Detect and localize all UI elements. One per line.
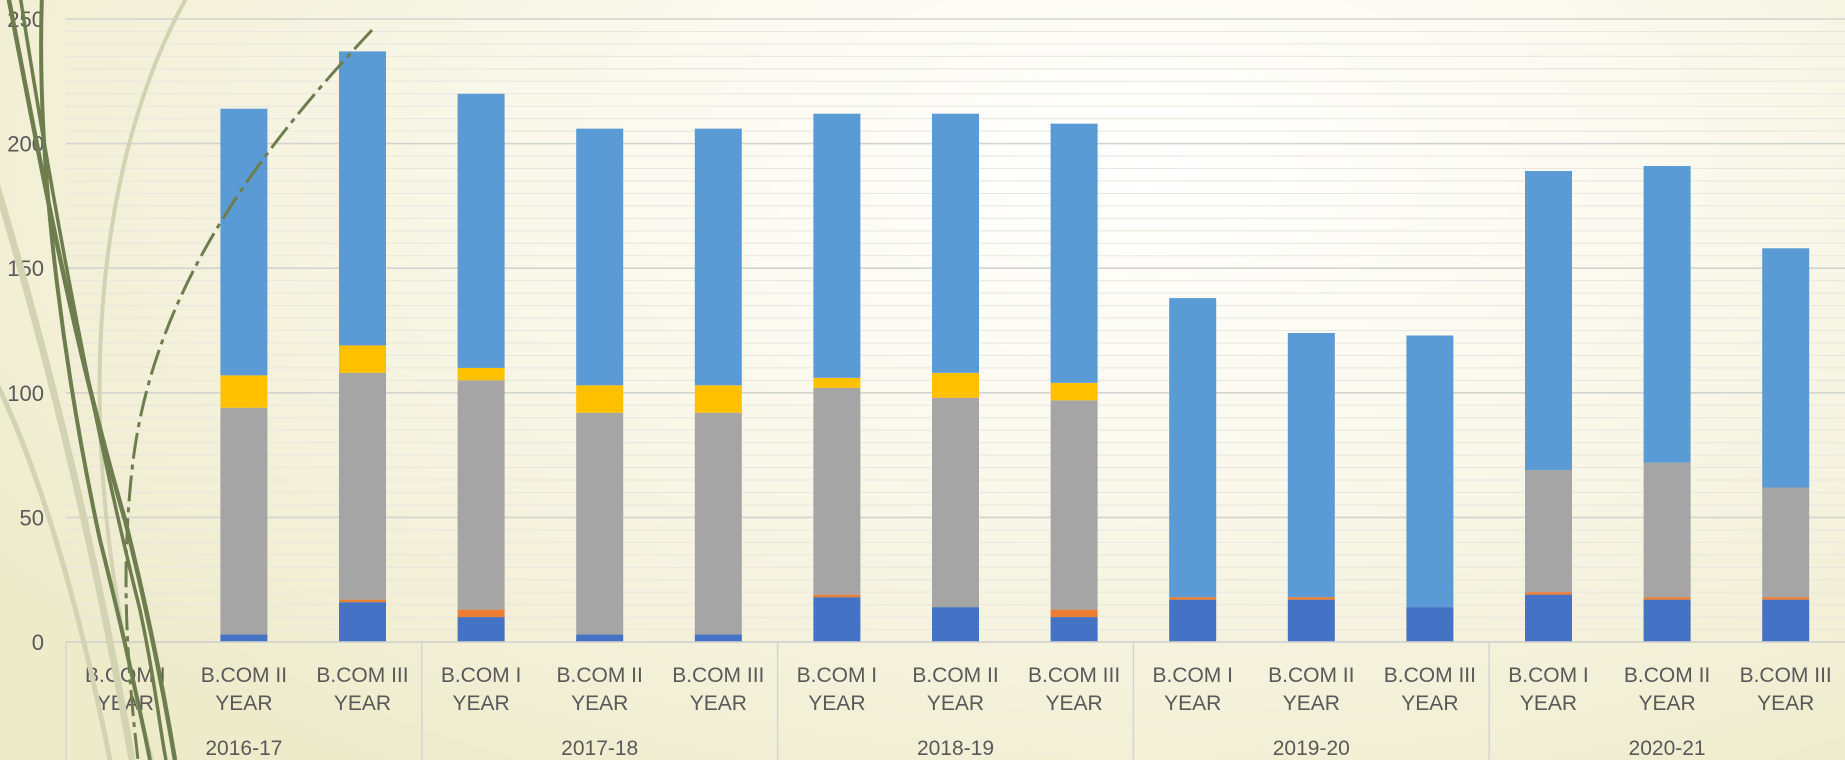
bar-segment-12-2	[1525, 470, 1572, 593]
y-tick-label: 100	[7, 381, 44, 406]
category-label: YEAR	[334, 692, 391, 715]
bar-segment-12-4	[1525, 171, 1572, 471]
bar-segment-13-2	[1643, 462, 1691, 598]
category-label: YEAR	[1639, 692, 1696, 715]
bar-segment-4-0	[576, 634, 624, 642]
bar-segment-7-3	[932, 372, 979, 398]
x-axis: B.COM I YEAR B.COM II YEAR B.COM III YEAR B.CO…	[65, 641, 1845, 760]
bar-segment-8-0	[1050, 617, 1098, 642]
bar-segment-14-4	[1762, 248, 1810, 488]
category-label: B.COM III	[1028, 664, 1120, 687]
bar-segment-9-0	[1169, 599, 1217, 642]
category-label: YEAR	[927, 692, 984, 715]
bar-segment-8-2	[1050, 400, 1098, 610]
bar-segment-13-1	[1643, 597, 1691, 600]
bar-segment-6-1	[813, 594, 861, 598]
bar-segment-10-0	[1287, 599, 1335, 642]
bar-segment-5-4	[694, 128, 742, 386]
group-label: 2018-19	[917, 737, 994, 760]
bar-segment-3-0	[457, 617, 505, 642]
y-tick-label: 0	[32, 630, 44, 655]
y-tick-label: 50	[20, 505, 44, 530]
bar-segment-2-4	[339, 51, 386, 346]
bar-segment-3-4	[457, 93, 505, 368]
bars	[220, 51, 1810, 642]
category-label: YEAR	[1520, 692, 1577, 715]
category-label: B.COM III	[316, 664, 408, 687]
bar-segment-11-0	[1406, 607, 1454, 642]
category-label: B.COM I	[1508, 664, 1589, 687]
category-label: YEAR	[453, 692, 510, 715]
category-label: YEAR	[1164, 692, 1221, 715]
category-label: B.COM I	[85, 664, 166, 687]
bar-segment-9-1	[1169, 597, 1217, 600]
bar-segment-6-4	[813, 113, 861, 378]
category-label: YEAR	[1401, 692, 1458, 715]
bar-segment-1-4	[220, 108, 268, 376]
bar-segment-7-0	[932, 607, 979, 642]
bar-segment-2-2	[339, 372, 386, 600]
group-label: 2020-21	[1629, 737, 1706, 760]
category-label: B.COM I	[1152, 664, 1233, 687]
bar-segment-3-1	[457, 609, 505, 618]
bar-segment-2-3	[339, 345, 386, 373]
bar-segment-14-0	[1762, 599, 1810, 642]
bar-segment-12-0	[1525, 594, 1572, 642]
decorative-swirl-lines	[0, 0, 374, 760]
category-label: B.COM II	[201, 664, 287, 687]
category-label: YEAR	[1283, 692, 1340, 715]
bar-segment-7-2	[932, 397, 979, 608]
bar-segment-8-3	[1050, 382, 1098, 401]
bar-segment-3-3	[457, 367, 505, 381]
bar-segment-8-4	[1050, 123, 1098, 383]
category-label: B.COM II	[1268, 664, 1354, 687]
bar-segment-13-4	[1643, 166, 1691, 463]
category-label: YEAR	[1046, 692, 1103, 715]
bar-segment-11-4	[1406, 335, 1454, 608]
bar-segment-9-4	[1169, 298, 1217, 598]
category-label: YEAR	[215, 692, 272, 715]
category-label: YEAR	[571, 692, 628, 715]
category-label: B.COM II	[912, 664, 998, 687]
bar-segment-4-2	[576, 412, 624, 635]
bar-segment-1-0	[220, 634, 268, 642]
bar-segment-1-2	[220, 407, 268, 635]
category-label: B.COM III	[672, 664, 764, 687]
bar-segment-1-3	[220, 375, 268, 408]
bar-segment-4-3	[576, 385, 624, 413]
bar-segment-14-2	[1762, 487, 1810, 598]
category-label: YEAR	[690, 692, 747, 715]
bar-segment-8-1	[1050, 609, 1098, 618]
category-label: B.COM III	[1384, 664, 1476, 687]
bar-segment-13-0	[1643, 599, 1691, 642]
bar-segment-5-2	[694, 412, 742, 635]
category-label: YEAR	[808, 692, 865, 715]
bar-segment-2-1	[339, 599, 386, 603]
bar-segment-3-2	[457, 380, 505, 610]
category-label: YEAR	[1757, 692, 1814, 715]
bar-segment-6-0	[813, 597, 861, 642]
category-label: B.COM III	[1740, 664, 1832, 687]
group-label: 2017-18	[561, 737, 638, 760]
group-label: 2016-17	[205, 737, 282, 760]
bar-segment-5-3	[694, 385, 742, 413]
category-label: B.COM II	[1624, 664, 1710, 687]
bar-segment-4-4	[576, 128, 624, 386]
bar-segment-10-4	[1287, 332, 1335, 598]
category-label: B.COM I	[797, 664, 878, 687]
bar-segment-6-3	[813, 377, 861, 388]
bar-segment-10-1	[1287, 597, 1335, 600]
bar-segment-5-0	[694, 634, 742, 642]
bar-segment-2-0	[339, 602, 386, 642]
bar-segment-6-2	[813, 387, 861, 595]
group-label: 2019-20	[1273, 737, 1350, 760]
bar-segment-7-4	[932, 113, 979, 373]
category-label: B.COM I	[441, 664, 522, 687]
bar-segment-14-1	[1762, 597, 1810, 600]
category-label: B.COM II	[557, 664, 643, 687]
bar-segment-12-1	[1525, 592, 1572, 595]
